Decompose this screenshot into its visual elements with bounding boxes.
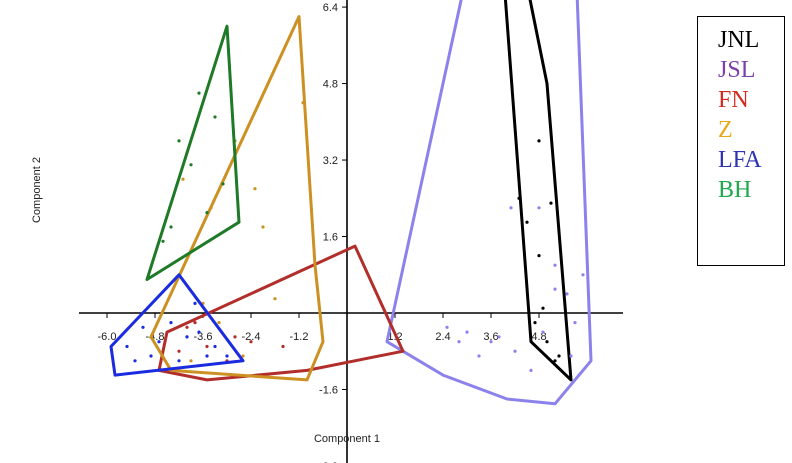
point-jsl: [497, 335, 501, 339]
point-jsl: [445, 325, 449, 329]
point-z: [241, 354, 245, 358]
point-jsl: [541, 330, 545, 334]
point-lfa: [133, 359, 137, 363]
point-bh: [197, 91, 201, 95]
point-jnl: [545, 340, 549, 344]
point-jsl: [457, 340, 461, 344]
y-tick-label: 3.2: [323, 155, 338, 167]
x-tick-label: 2.4: [435, 331, 450, 343]
point-jsl: [477, 354, 481, 358]
point-fn: [281, 344, 285, 349]
point-jnl: [537, 139, 541, 143]
point-lfa: [197, 330, 201, 334]
point-fn: [249, 340, 253, 344]
point-lfa: [193, 301, 197, 305]
point-lfa: [185, 335, 189, 339]
series-bh: [145, 24, 241, 281]
x-tick-label: -4.8: [146, 331, 165, 343]
point-z: [217, 321, 221, 325]
hull-jsl: [385, 0, 593, 406]
point-jsl: [573, 321, 577, 325]
point-bh: [205, 211, 209, 215]
point-jnl: [517, 196, 521, 200]
point-fn: [177, 349, 181, 353]
x-tick-label: 3.6: [483, 331, 498, 343]
point-jsl: [553, 263, 557, 267]
point-jsl: [529, 368, 533, 372]
legend-item-z: Z: [718, 117, 733, 143]
legend: JNL JSL FN Z LFA BH: [697, 16, 785, 266]
point-bh: [161, 239, 165, 243]
axis-labels: Component 1 Component 2: [31, 157, 380, 445]
y-axis-title: Component 2: [31, 157, 43, 223]
point-lfa: [169, 321, 173, 325]
point-bh: [189, 163, 193, 167]
point-fn: [233, 335, 237, 339]
y-tick-label: 4.8: [323, 79, 338, 91]
y-tick-label: 1.6: [323, 232, 338, 244]
point-z: [261, 225, 265, 229]
series-lfa: [109, 273, 245, 377]
scatter-plot: -6.0-4.8-3.6-2.4-1.21.22.43.64.811.29.68…: [31, 0, 623, 463]
point-z: [189, 359, 193, 363]
point-jnl: [553, 359, 557, 363]
point-jnl: [557, 354, 561, 358]
point-z: [253, 187, 257, 191]
x-axis-title: Component 1: [314, 433, 380, 445]
point-bh: [169, 225, 173, 229]
point-lfa: [213, 344, 217, 349]
point-bh: [221, 182, 225, 186]
y-tick-label: 6.4: [323, 2, 338, 14]
point-z: [301, 101, 305, 105]
x-tick-label: -2.4: [242, 331, 261, 343]
y-tick-label: -3.2: [319, 461, 338, 463]
point-lfa: [149, 354, 153, 358]
point-jsl: [581, 273, 585, 277]
point-z: [273, 297, 277, 301]
point-lfa: [225, 354, 229, 358]
legend-item-bh: BH: [718, 177, 752, 203]
point-jsl: [569, 354, 573, 358]
point-jsl: [489, 340, 493, 344]
legend-item-jsl: JSL: [718, 57, 756, 83]
point-lfa: [157, 340, 161, 344]
x-tick-label: -3.6: [194, 331, 213, 343]
series-jsl: [385, 0, 593, 406]
point-lfa: [141, 325, 145, 329]
point-lfa: [125, 344, 129, 349]
x-tick-label: -6.0: [98, 331, 117, 343]
hull-jnl: [503, 0, 573, 382]
point-jsl: [565, 292, 569, 296]
point-z: [209, 206, 213, 210]
hull-lfa: [109, 273, 245, 377]
point-bh: [213, 115, 217, 119]
point-jnl: [537, 254, 541, 258]
x-tick-label: 4.8: [531, 331, 546, 343]
point-jnl: [549, 201, 553, 205]
point-jnl: [533, 321, 537, 325]
point-jsl: [513, 349, 517, 353]
point-bh: [177, 139, 181, 143]
point-z: [181, 177, 185, 181]
point-lfa: [205, 354, 209, 358]
legend-item-fn: FN: [718, 87, 749, 113]
hull-bh: [145, 24, 241, 281]
hull-z: [149, 15, 325, 382]
series-jnl: [503, 0, 573, 382]
point-fn: [205, 344, 209, 349]
point-jnl: [541, 306, 545, 310]
series-layer: [109, 0, 593, 406]
point-jnl: [525, 220, 529, 224]
point-lfa: [177, 359, 181, 363]
y-tick-label: -1.6: [319, 384, 338, 396]
point-fn: [185, 325, 189, 329]
legend-item-lfa: LFA: [718, 147, 762, 173]
point-jsl: [465, 330, 469, 334]
legend-item-jnl: JNL: [718, 27, 760, 53]
point-jsl: [537, 206, 541, 210]
x-tick-label: -1.2: [290, 331, 309, 343]
point-jsl: [553, 287, 557, 291]
point-fn: [193, 321, 197, 325]
point-jsl: [509, 206, 513, 210]
